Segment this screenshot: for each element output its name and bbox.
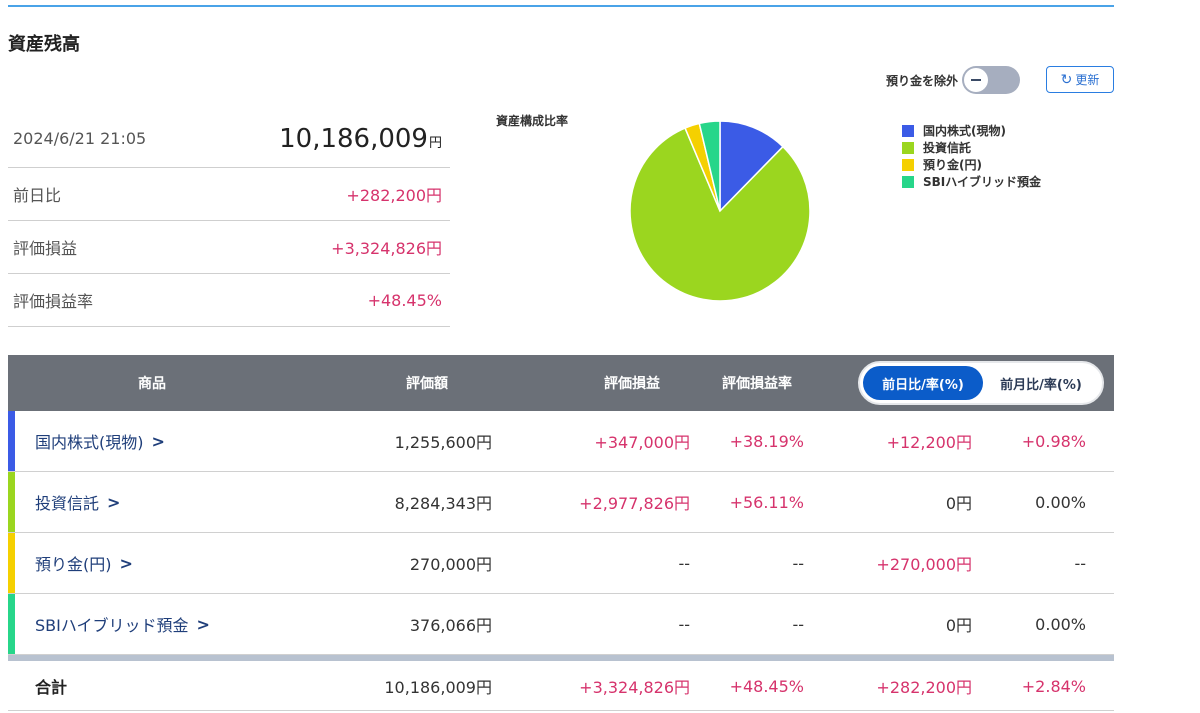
cell-pl-rate: --	[792, 614, 804, 634]
summary-total-value: 10,186,009円	[279, 123, 442, 154]
chevron-right-icon: >	[151, 431, 165, 451]
chevron-right-icon: >	[196, 614, 210, 634]
top-divider	[8, 5, 1114, 7]
cell-pl: +347,000円	[594, 433, 690, 452]
cell-day-rate: 0.00%	[1035, 492, 1086, 512]
summary-total-row: 2024/6/21 21:05 10,186,009円	[8, 110, 450, 168]
cell-value: 8,284,343円	[394, 494, 492, 513]
total-label: 合計	[35, 678, 68, 697]
summary-row-pl: 評価損益 +3,324,826円	[8, 221, 450, 274]
pie-slice-mutual-funds	[629, 127, 811, 302]
summary-row-pl-rate: 評価損益率 +48.45%	[8, 274, 450, 327]
cell-pl-rate: +56.11%	[729, 492, 804, 512]
total-pl-rate: +48.45%	[729, 676, 804, 696]
cell-pl: --	[678, 614, 690, 634]
exclude-deposit-control: 預り金を除外	[886, 66, 1021, 94]
summary-label: 評価損益	[13, 239, 78, 258]
row-color-bar	[8, 472, 15, 532]
cell-day-change: 0円	[945, 616, 972, 635]
legend-swatch	[902, 141, 914, 154]
table-footer-total: 合計 10,186,009円 +3,324,826円 +48.45% +282,…	[8, 661, 1114, 711]
cell-day-rate: --	[1074, 553, 1086, 573]
table-header: 商品 評価額 評価損益 評価損益率 前日比/率(%) 前月比/率(%)	[8, 355, 1114, 411]
cell-day-rate: 0.00%	[1035, 614, 1086, 634]
exclude-deposit-label: 預り金を除外	[886, 73, 959, 88]
summary-panel: 2024/6/21 21:05 10,186,009円 前日比 +282,200…	[8, 110, 450, 327]
legend-item: 預り金(円)	[902, 156, 1041, 173]
pie-slice-sbi-hybrid-deposit	[698, 120, 721, 212]
legend-swatch	[902, 124, 914, 137]
cell-pl-rate: +38.19%	[729, 431, 804, 451]
cell-value: 376,066円	[409, 616, 492, 635]
cell-value: 1,255,600円	[394, 433, 492, 452]
table-row: 投資信託 > 8,284,343円 +2,977,826円 +56.11% 0円 …	[8, 472, 1114, 533]
legend-item: 投資信託	[902, 139, 1041, 156]
total-day-change: +282,200円	[876, 678, 972, 697]
cell-day-change: +270,000円	[876, 555, 972, 574]
row-color-bar	[8, 411, 15, 471]
table-row: 国内株式(現物) > 1,255,600円 +347,000円 +38.19% +…	[8, 411, 1114, 472]
summary-label: 前日比	[13, 186, 62, 205]
summary-value: +48.45%	[367, 290, 442, 310]
total-day-rate: +2.84%	[1021, 676, 1086, 696]
header-product: 商品	[138, 376, 166, 392]
summary-row-day-change: 前日比 +282,200円	[8, 168, 450, 221]
summary-value: +3,324,826円	[331, 239, 442, 258]
product-link-domestic-stock[interactable]: 国内株式(現物) >	[35, 431, 165, 453]
cell-day-change: +12,200円	[886, 433, 972, 452]
holdings-table: 商品 評価額 評価損益 評価損益率 前日比/率(%) 前月比/率(%) 国内株式…	[8, 355, 1114, 711]
legend-swatch	[902, 175, 914, 188]
total-value: 10,186,009円	[384, 678, 492, 697]
summary-datetime: 2024/6/21 21:05	[13, 129, 147, 148]
row-color-bar	[8, 533, 15, 593]
row-color-bar	[8, 594, 15, 654]
product-link-sbi-hybrid-deposit[interactable]: SBIハイブリッド預金 >	[35, 614, 210, 636]
product-link-mutual-funds[interactable]: 投資信託 >	[35, 492, 121, 514]
header-value: 評価額	[406, 376, 448, 392]
tab-day-comparison[interactable]: 前日比/率(%)	[863, 366, 983, 400]
asset-pie-chart	[629, 120, 811, 302]
total-pl: +3,324,826円	[579, 678, 690, 697]
cell-day-rate: +0.98%	[1021, 431, 1086, 451]
legend-label: 預り金(円)	[923, 158, 982, 172]
refresh-label: 更新	[1075, 73, 1100, 87]
summary-value: +282,200円	[346, 186, 442, 205]
chart-legend: 国内株式(現物) 投資信託預り金(円) SBIハイブリッド預金	[902, 122, 1041, 190]
comparison-toggle: 前日比/率(%) 前月比/率(%)	[858, 361, 1104, 405]
chevron-right-icon: >	[107, 492, 121, 512]
legend-item: 国内株式(現物)	[902, 122, 1041, 139]
legend-label: 国内株式(現物)	[923, 124, 1006, 138]
product-link-deposit[interactable]: 預り金(円) >	[35, 553, 133, 575]
tab-month-comparison[interactable]: 前月比/率(%)	[1000, 377, 1082, 393]
cell-day-change: 0円	[945, 494, 972, 513]
legend-label: 投資信託	[923, 141, 972, 155]
exclude-deposit-toggle[interactable]	[962, 66, 1021, 94]
header-pl-rate: 評価損益率	[722, 376, 792, 392]
page-title: 資産残高	[8, 34, 80, 55]
legend-label: SBIハイブリッド預金	[923, 175, 1042, 189]
table-row: 預り金(円) > 270,000円 -- -- +270,000円 --	[8, 533, 1114, 594]
cell-value: 270,000円	[409, 555, 492, 574]
chevron-right-icon: >	[119, 553, 133, 573]
refresh-icon: ↻	[1060, 71, 1073, 88]
table-row: SBIハイブリッド預金 > 376,066円 -- -- 0円 0.00%	[8, 594, 1114, 655]
toggle-knob	[964, 68, 989, 92]
legend-swatch	[902, 158, 914, 171]
cell-pl-rate: --	[792, 553, 804, 573]
total-separator	[8, 655, 1114, 661]
refresh-button[interactable]: ↻ 更新	[1046, 66, 1114, 93]
legend-item: SBIハイブリッド預金	[902, 173, 1041, 190]
cell-pl: --	[678, 553, 690, 573]
chart-title: 資産構成比率	[496, 114, 569, 128]
pie-slice-domestic-stock	[719, 120, 785, 213]
header-pl: 評価損益	[604, 376, 660, 392]
summary-label: 評価損益率	[13, 292, 94, 311]
cell-pl: +2,977,826円	[579, 494, 690, 513]
minus-icon	[971, 79, 982, 81]
